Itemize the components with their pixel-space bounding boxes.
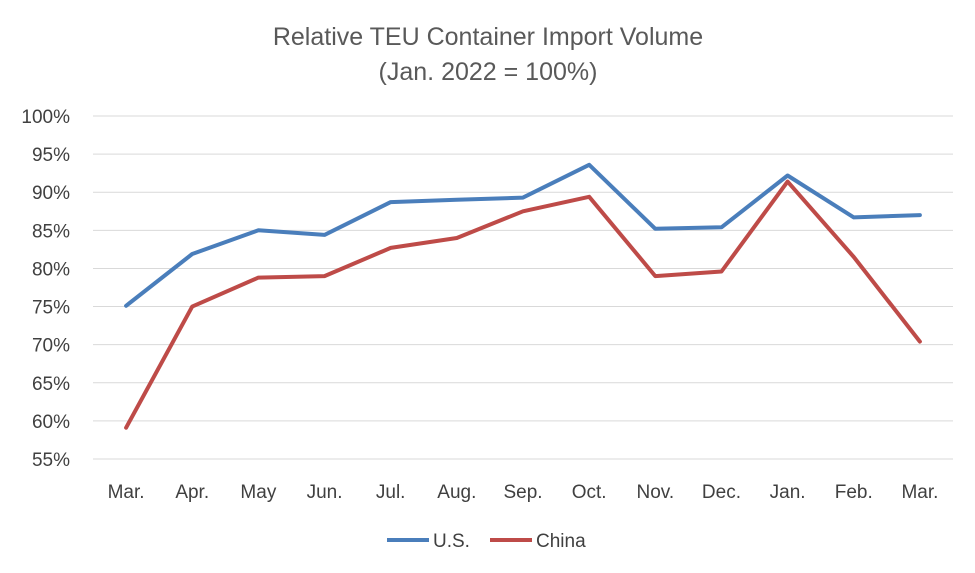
legend: U.S. China (387, 531, 586, 552)
y-tick-label: 60% (32, 412, 70, 433)
x-tick-label: Jan. (770, 482, 806, 503)
series-line-china (124, 179, 922, 430)
legend-label: U.S. (433, 531, 470, 552)
x-tick-label: Jun. (307, 482, 343, 503)
x-tick-label: Nov. (636, 482, 674, 503)
x-tick-label: Oct. (572, 482, 607, 503)
x-tick-label: Aug. (437, 482, 476, 503)
chart-title: Relative TEU Container Import Volume (273, 23, 703, 51)
legend-label: China (536, 531, 586, 552)
x-tick-label: Mar. (901, 482, 938, 503)
x-tick-label: Mar. (108, 482, 145, 503)
x-tick-label: Jul. (376, 482, 406, 503)
x-axis-tick-labels: Mar. Apr. May Jun. Jul. Aug. Sep. Oct. Nov. Dec. J… (108, 482, 939, 503)
x-tick-label: Apr. (175, 482, 209, 503)
y-axis-tick-labels: 55% 60% 65% 70% 75% 80% 85% 90% 95% 100% (21, 107, 70, 471)
y-tick-label: 90% (32, 183, 70, 204)
y-tick-label: 65% (32, 374, 70, 395)
y-tick-label: 85% (32, 221, 70, 242)
gridlines (93, 115, 953, 460)
series-lines (124, 162, 922, 430)
y-tick-label: 80% (32, 259, 70, 280)
y-tick-label: 70% (32, 336, 70, 357)
y-tick-label: 100% (21, 107, 70, 128)
series-line-u-s (124, 162, 922, 308)
y-tick-label: 75% (32, 298, 70, 319)
x-tick-label: Feb. (835, 482, 873, 503)
x-tick-label: Dec. (702, 482, 741, 503)
chart-subtitle: (Jan. 2022 = 100%) (379, 58, 598, 86)
y-tick-label: 95% (32, 145, 70, 166)
x-tick-label: Sep. (503, 482, 542, 503)
y-tick-label: 55% (32, 450, 70, 471)
x-tick-label: May (240, 482, 276, 503)
